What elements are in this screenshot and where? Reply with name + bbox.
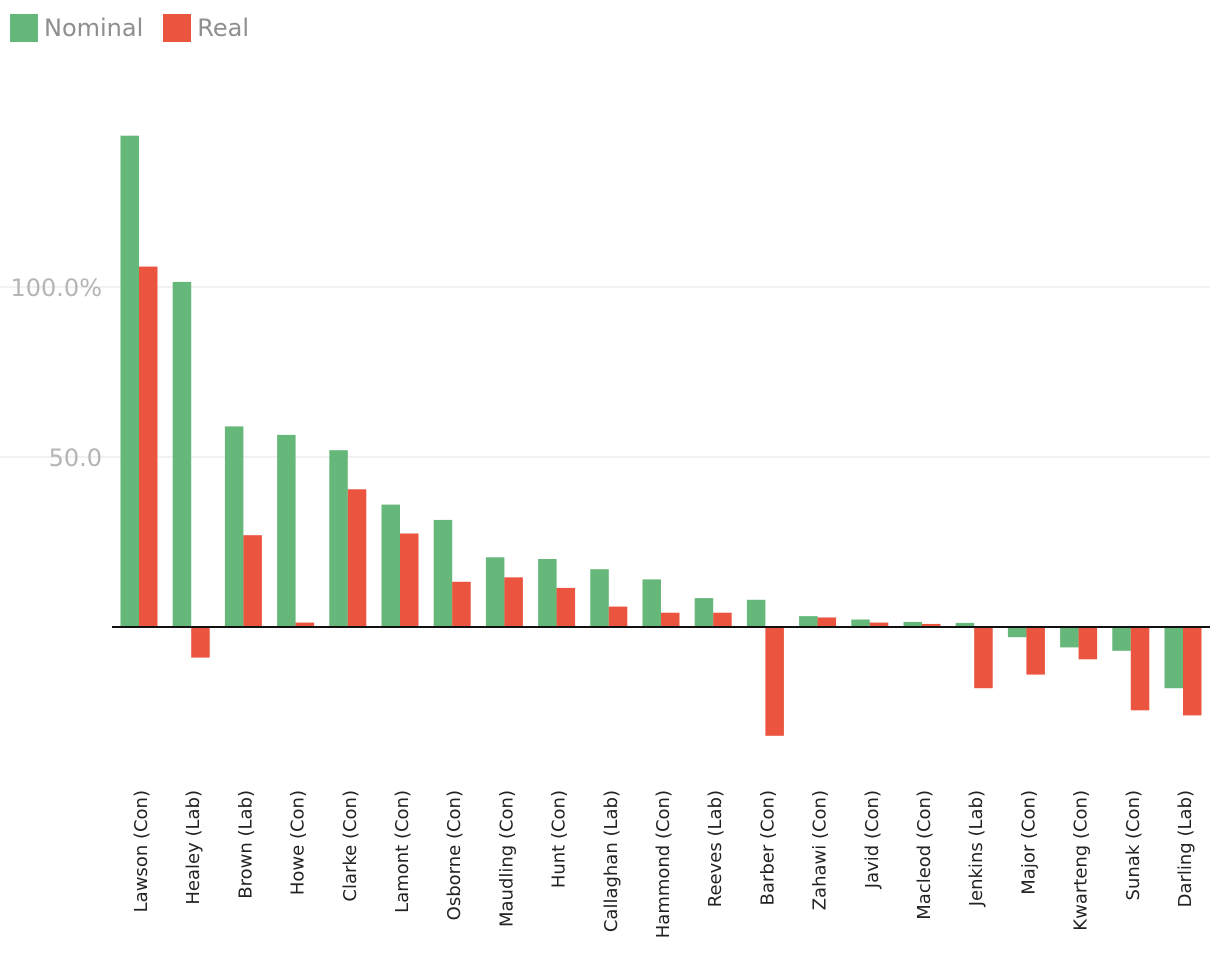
category-label: Zahawi (Con) <box>810 790 831 910</box>
bar-real-brown <box>243 535 262 627</box>
category-label: Lawson (Con) <box>131 790 152 912</box>
bar-real-sunak <box>1130 627 1150 711</box>
bar-nominal-sunak <box>1112 627 1131 651</box>
bar-real-hunt <box>556 587 576 627</box>
category-label: Clarke (Con) <box>340 790 361 902</box>
bar-nominal-clarke <box>329 450 348 627</box>
bar-real-kwarteng <box>1078 627 1098 660</box>
category-label: Hammond (Con) <box>653 790 674 938</box>
bar-real-maudling <box>504 577 523 627</box>
bar-real-barber <box>765 627 784 736</box>
bar-real-clarke <box>347 489 367 627</box>
category-label: Macleod (Con) <box>914 790 935 920</box>
bar-nominal-zahawi <box>799 616 818 627</box>
legend-label-nominal: Nominal <box>44 14 144 42</box>
category-label: Callaghan (Lab) <box>601 790 622 932</box>
bar-nominal-kwarteng <box>1060 627 1079 648</box>
bar-real-javid <box>869 622 889 627</box>
bar-nominal-lawson <box>120 135 139 627</box>
bar-real-zahawi <box>817 617 837 627</box>
gridlines <box>0 286 1210 458</box>
bar-nominal-barber <box>746 599 766 627</box>
category-label: Darling (Lab) <box>1175 790 1196 907</box>
legend-item-nominal[interactable]: Nominal <box>10 14 143 42</box>
category-label: Lamont (Con) <box>392 790 413 913</box>
bar-nominal-jenkins <box>955 622 975 627</box>
category-labels: Lawson (Con) Healey (Lab) Brown (Lab) Howe … <box>131 790 1196 938</box>
bar-nominal-healey <box>172 281 192 627</box>
y-tick-label: 50.0 <box>49 444 102 472</box>
category-label: Kwarteng (Con) <box>1071 790 1092 931</box>
bar-nominal-hunt <box>538 559 557 627</box>
bar-nominal-maudling <box>485 557 505 627</box>
bar-nominal-javid <box>851 619 870 627</box>
category-label: Brown (Lab) <box>235 790 256 899</box>
category-label: Maudling (Con) <box>496 790 517 927</box>
category-label: Sunak (Con) <box>1123 790 1144 900</box>
category-label: Healey (Lab) <box>183 790 204 905</box>
bar-nominal-callaghan <box>590 569 609 627</box>
bar-real-major <box>1026 627 1045 675</box>
bar-real-macleod <box>922 623 941 627</box>
bar-nominal-darling <box>1164 627 1183 689</box>
legend: Nominal Real <box>10 14 249 42</box>
legend-label-real: Real <box>197 14 250 42</box>
bar-real-lawson <box>139 266 158 627</box>
bar-real-callaghan <box>608 606 628 627</box>
bar-nominal-howe <box>277 434 296 627</box>
bar-real-osborne <box>452 581 471 627</box>
bar-nominal-major <box>1007 627 1027 638</box>
bar-nominal-lamont <box>381 504 400 627</box>
axes: 100.0% 50.0 <box>10 274 1210 628</box>
bar-real-lamont <box>400 533 419 627</box>
category-label: Howe (Con) <box>288 790 309 895</box>
y-tick-label: 100.0% <box>10 274 102 302</box>
bar-real-howe <box>295 622 315 627</box>
category-label: Osborne (Con) <box>444 790 465 920</box>
category-label: Major (Con) <box>1018 790 1039 895</box>
legend-item-real[interactable]: Real <box>163 14 249 42</box>
category-label: Javid (Con) <box>862 790 883 889</box>
bar-real-jenkins <box>974 627 993 689</box>
bars <box>120 135 1202 736</box>
category-label: Jenkins (Lab) <box>966 790 987 907</box>
bar-real-darling <box>1183 627 1202 716</box>
bar-nominal-reeves <box>694 598 714 627</box>
category-label: Barber (Con) <box>757 790 778 905</box>
bar-nominal-osborne <box>433 519 453 627</box>
bar-real-hammond <box>661 612 680 627</box>
bar-nominal-brown <box>224 426 244 627</box>
bar-nominal-hammond <box>642 579 661 627</box>
bar-real-reeves <box>713 612 732 627</box>
category-label: Hunt (Con) <box>549 790 570 888</box>
legend-swatch-nominal <box>10 14 38 42</box>
bar-real-healey <box>191 627 210 658</box>
category-label: Reeves (Lab) <box>705 790 726 907</box>
bar-nominal-macleod <box>903 621 922 627</box>
legend-swatch-real <box>163 14 192 42</box>
